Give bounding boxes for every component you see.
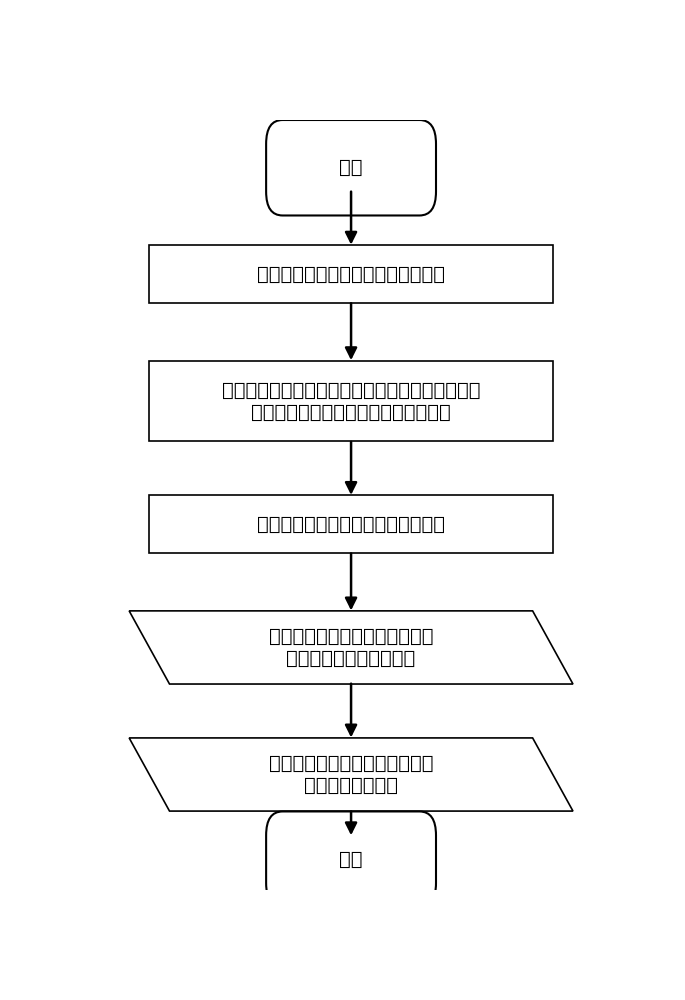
Text: 开始: 开始 — [339, 158, 363, 177]
Bar — [149, 495, 553, 553]
Text: 按图固定相机和激光器，定义坐标系: 按图固定相机和激光器，定义坐标系 — [257, 264, 445, 284]
Text: 将激光照射到目标上，采集相机图片: 将激光照射到目标上，采集相机图片 — [257, 515, 445, 534]
FancyBboxPatch shape — [266, 811, 436, 907]
Polygon shape — [129, 738, 573, 811]
FancyBboxPatch shape — [266, 120, 436, 215]
Bar — [149, 361, 553, 441]
Text: 结束: 结束 — [339, 850, 363, 869]
Polygon shape — [129, 611, 573, 684]
Text: 对图像进行处理，得到激光点和
目标圆心在图像上的坐标: 对图像进行处理，得到激光点和 目标圆心在图像上的坐标 — [269, 627, 434, 668]
Text: 通过几何关系和相机图像转换关
系计算出目标位姿: 通过几何关系和相机图像转换关 系计算出目标位姿 — [269, 754, 434, 795]
Bar — [149, 245, 553, 303]
Text: 标定激光器与坐标系的位置关系，相机的内部参数
及相机坐标系与世界坐标系的转换关系: 标定激光器与坐标系的位置关系，相机的内部参数 及相机坐标系与世界坐标系的转换关系 — [222, 381, 480, 422]
